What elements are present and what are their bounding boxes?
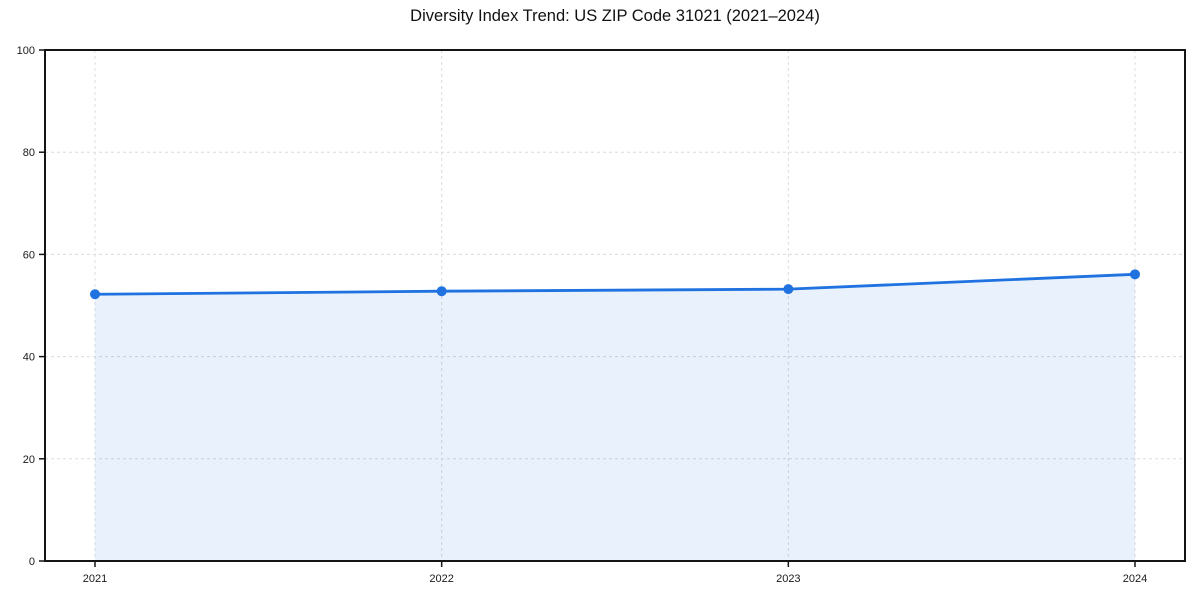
data-point-2021 <box>90 289 100 300</box>
data-point-2023 <box>783 284 794 295</box>
data-point-2022 <box>436 286 447 297</box>
y-tick-label-100: 100 <box>17 45 35 57</box>
x-tick-label-2021: 2021 <box>83 573 107 585</box>
x-tick-label-2022: 2022 <box>429 573 453 585</box>
y-tick-label-60: 60 <box>23 249 35 261</box>
x-tick-label-2024: 2024 <box>1123 573 1147 585</box>
chart-title: Diversity Index Trend: US ZIP Code 31021… <box>410 7 820 25</box>
plot-border <box>44 49 1186 562</box>
trend-line <box>93 272 1137 296</box>
y-tick-label-20: 20 <box>23 454 35 466</box>
y-tick-label-40: 40 <box>23 352 35 364</box>
data-point-2024 <box>1130 269 1140 280</box>
y-tick-label-80: 80 <box>23 147 35 159</box>
x-tick-label-2023: 2023 <box>776 573 800 585</box>
area-fill <box>95 274 1135 561</box>
plot-background <box>45 50 1185 561</box>
y-tick-label-0: 0 <box>29 556 35 568</box>
